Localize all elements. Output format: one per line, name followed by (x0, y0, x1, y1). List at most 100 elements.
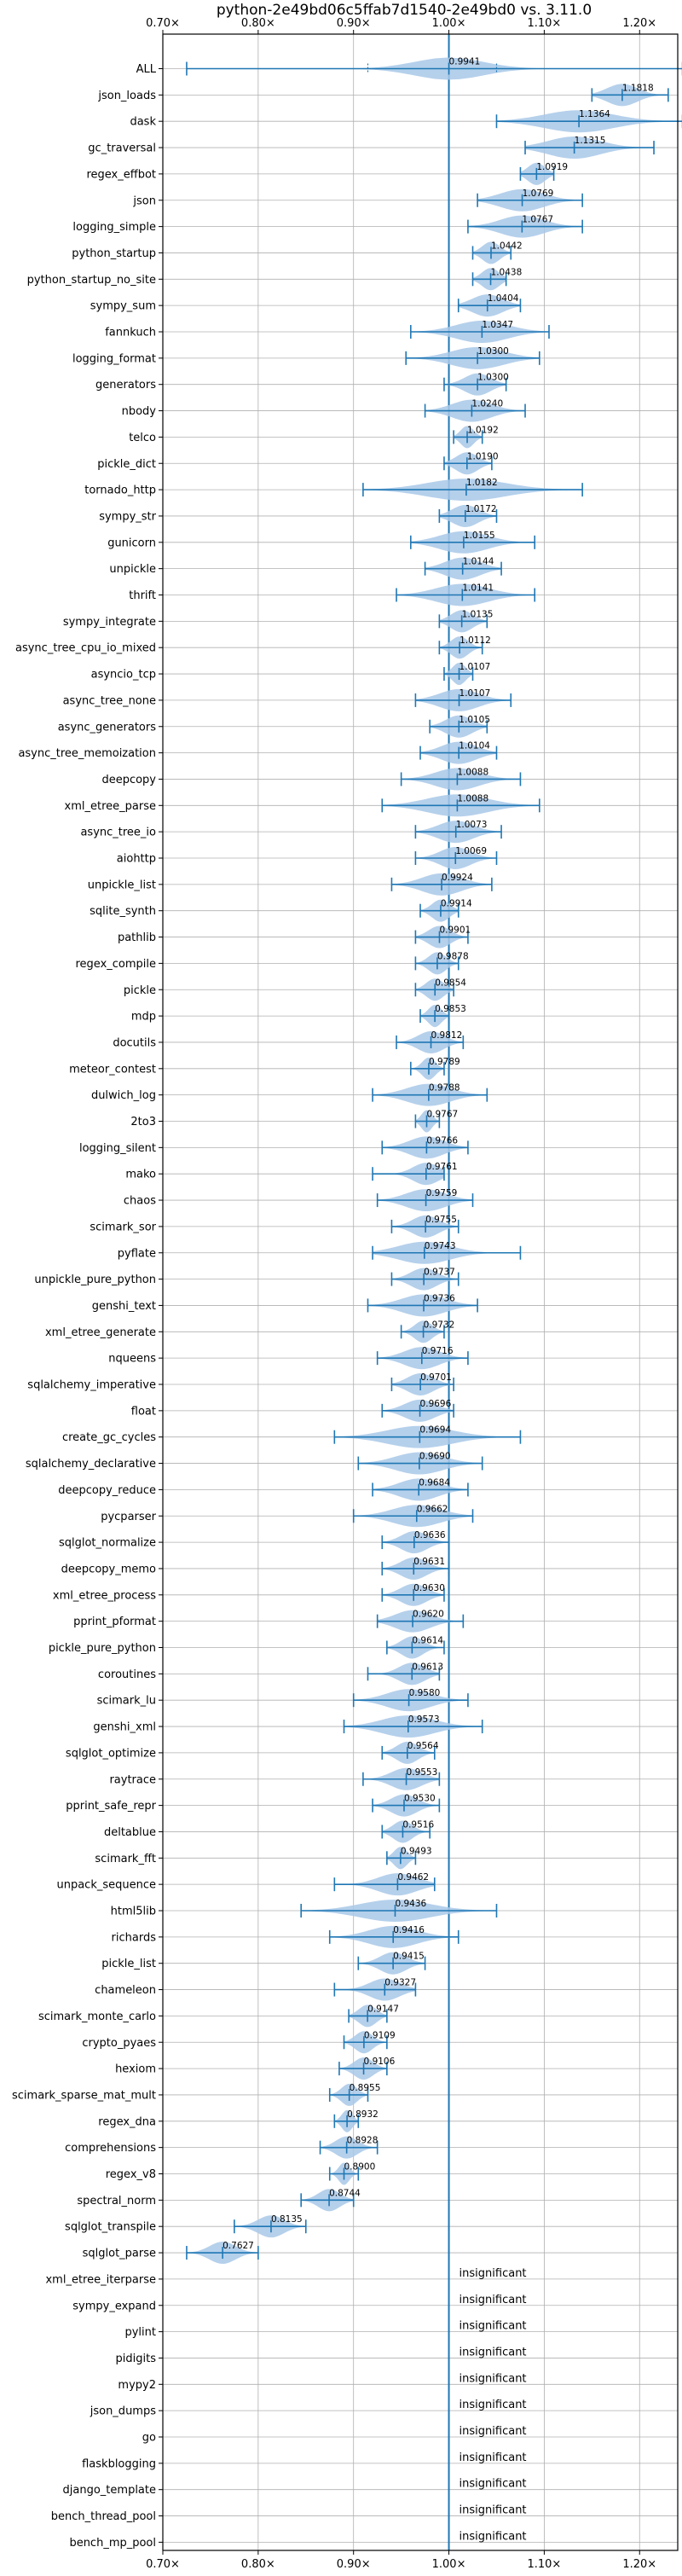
y-tick-label: spectral_norm (77, 2195, 156, 2208)
grid-layer (162, 34, 678, 2550)
y-tick-label: python_startup_no_site (27, 274, 156, 287)
x-tick-label-bottom: 0.90× (337, 2558, 371, 2571)
y-tick-label: go (142, 2432, 156, 2445)
y-tick-label: xml_etree_generate (45, 1326, 156, 1339)
y-tick-label: deepcopy_reduce (58, 1484, 156, 1497)
violin-aiohttp: 1.0069 (414, 846, 498, 869)
violin-sqlalchemy_declarative: 0.9690 (357, 1452, 483, 1475)
y-tick-label: deltablue (104, 1826, 156, 1839)
axis-layer: 0.70× 0.70× 0.80× 0.80× 0.90× 0.90× 1.00× 1.00×… (12, 17, 679, 2571)
y-tick-label: scimark_fft (95, 1853, 156, 1865)
insignificant-label: insignificant (459, 2478, 527, 2491)
x-tick-label-top: 0.90× (337, 17, 371, 30)
violin-spectral_norm: 0.8744 (300, 2188, 361, 2212)
y-tick-label: pprint_safe_repr (66, 1800, 156, 1813)
violin-nbody: 1.0240 (424, 399, 526, 422)
value-label: 1.0073 (456, 820, 488, 830)
value-label: 0.9109 (364, 2030, 396, 2040)
value-label: 0.9924 (442, 873, 473, 883)
violin-meteor_contest: 0.9789 (410, 1057, 460, 1080)
y-tick-label: meteor_contest (69, 1063, 156, 1076)
violin-logging_format: 1.0300 (405, 346, 540, 369)
violin-deepcopy_memo: 0.9631 (381, 1557, 450, 1580)
value-label: 0.9630 (413, 1583, 445, 1593)
insignificant-label: insignificant (459, 2320, 527, 2333)
x-tick-label-bottom: 1.20× (622, 2558, 656, 2571)
violin-gc_traversal: 1.1315 (524, 136, 655, 160)
y-tick-label: mypy2 (118, 2379, 156, 2392)
value-label: 0.9755 (425, 1215, 457, 1225)
value-label: 0.9580 (409, 1688, 441, 1698)
violin-unpickle: 1.0144 (424, 557, 502, 580)
value-label: 1.0438 (491, 267, 523, 277)
violin-sqlglot_normalize: 0.9636 (381, 1530, 450, 1554)
y-tick-label: deepcopy_memo (61, 1563, 156, 1575)
y-tick-label: mako (125, 1169, 156, 1181)
y-tick-label: python_startup (72, 247, 156, 260)
y-tick-label: json_dumps (90, 2405, 156, 2418)
x-tick-label-bottom: 1.00× (432, 2558, 466, 2571)
value-label: 1.0105 (459, 715, 490, 725)
value-label: 0.9564 (407, 1741, 439, 1751)
value-label: 0.9812 (431, 1030, 463, 1041)
y-tick-label: dulwich_log (91, 1089, 156, 1102)
violin-scimark_sor: 0.9755 (390, 1215, 459, 1238)
y-tick-label: richards (112, 1931, 157, 1944)
value-label: 0.9759 (426, 1188, 458, 1198)
violin-pycparser: 0.9662 (352, 1504, 474, 1528)
y-tick-label: comprehensions (65, 2142, 156, 2155)
value-label: 1.0088 (457, 767, 488, 777)
y-tick-label: pickle_list (101, 1958, 156, 1970)
value-label: 0.9736 (424, 1293, 455, 1303)
violin-sqlglot_transpile: 0.8135 (234, 2214, 307, 2238)
violin-mdp: 0.9853 (419, 1004, 466, 1028)
y-tick-label: nqueens (108, 1353, 156, 1366)
value-label: 1.0347 (482, 320, 513, 330)
value-label: 0.9573 (408, 1714, 440, 1725)
y-tick-label: sympy_sum (90, 300, 156, 313)
violin-2to3: 0.9767 (414, 1110, 458, 1133)
y-tick-label: sqlglot_parse (83, 2248, 156, 2260)
insignificant-label: insignificant (459, 2372, 527, 2385)
y-tick-label: pathlib (118, 931, 156, 944)
y-tick-label: crypto_pyaes (82, 2037, 156, 2050)
violin-raytrace: 0.9553 (362, 1767, 441, 1790)
y-tick-label: sympy_expand (72, 2300, 156, 2312)
y-tick-label: xml_etree_iterparse (45, 2273, 156, 2286)
y-tick-label: thrift (129, 589, 156, 602)
axes-frame (162, 33, 679, 2551)
value-label: 1.0135 (462, 609, 494, 619)
insignificant-label: insignificant (459, 2399, 527, 2411)
violin-python_startup: 1.0442 (471, 241, 523, 264)
violin-mako: 0.9761 (372, 1162, 458, 1186)
y-tick-label: telco (129, 432, 156, 444)
value-label: 1.0155 (464, 531, 495, 541)
y-tick-label: aiohttp (117, 853, 156, 866)
violin-crypto_pyaes: 0.9109 (343, 2030, 396, 2054)
y-tick-label: tornado_http (84, 484, 156, 497)
violin-scimark_fft: 0.9493 (386, 1846, 432, 1870)
y-tick-label: pidigits (116, 2353, 157, 2365)
y-tick-label: fannkuch (105, 327, 156, 339)
violin-async_tree_memoization: 1.0104 (419, 741, 498, 764)
violin-coroutines: 0.9613 (367, 1662, 443, 1685)
y-tick-label: flaskblogging (82, 2457, 156, 2470)
violin-sympy_integrate: 1.0135 (438, 609, 494, 633)
value-label: 1.0104 (459, 741, 490, 751)
value-label: 1.0112 (459, 635, 491, 646)
y-tick-label: xml_etree_parse (65, 800, 156, 813)
y-tick-label: pprint_pformat (73, 1616, 156, 1628)
value-label: 0.9462 (397, 1872, 429, 1883)
value-label: 1.0404 (488, 293, 519, 304)
y-tick-label: chameleon (95, 1984, 156, 1997)
x-tick-label-top: 1.10× (527, 17, 561, 30)
value-label: 0.9743 (425, 1241, 456, 1251)
insignificant-label: insignificant (459, 2267, 527, 2280)
violin-regex_v8: 0.8900 (328, 2162, 375, 2185)
violin-scimark_lu: 0.9580 (352, 1688, 469, 1712)
violin-docutils: 0.9812 (396, 1030, 465, 1053)
y-tick-label: async_tree_cpu_io_mixed (15, 642, 156, 655)
value-label: 0.9696 (420, 1399, 452, 1409)
